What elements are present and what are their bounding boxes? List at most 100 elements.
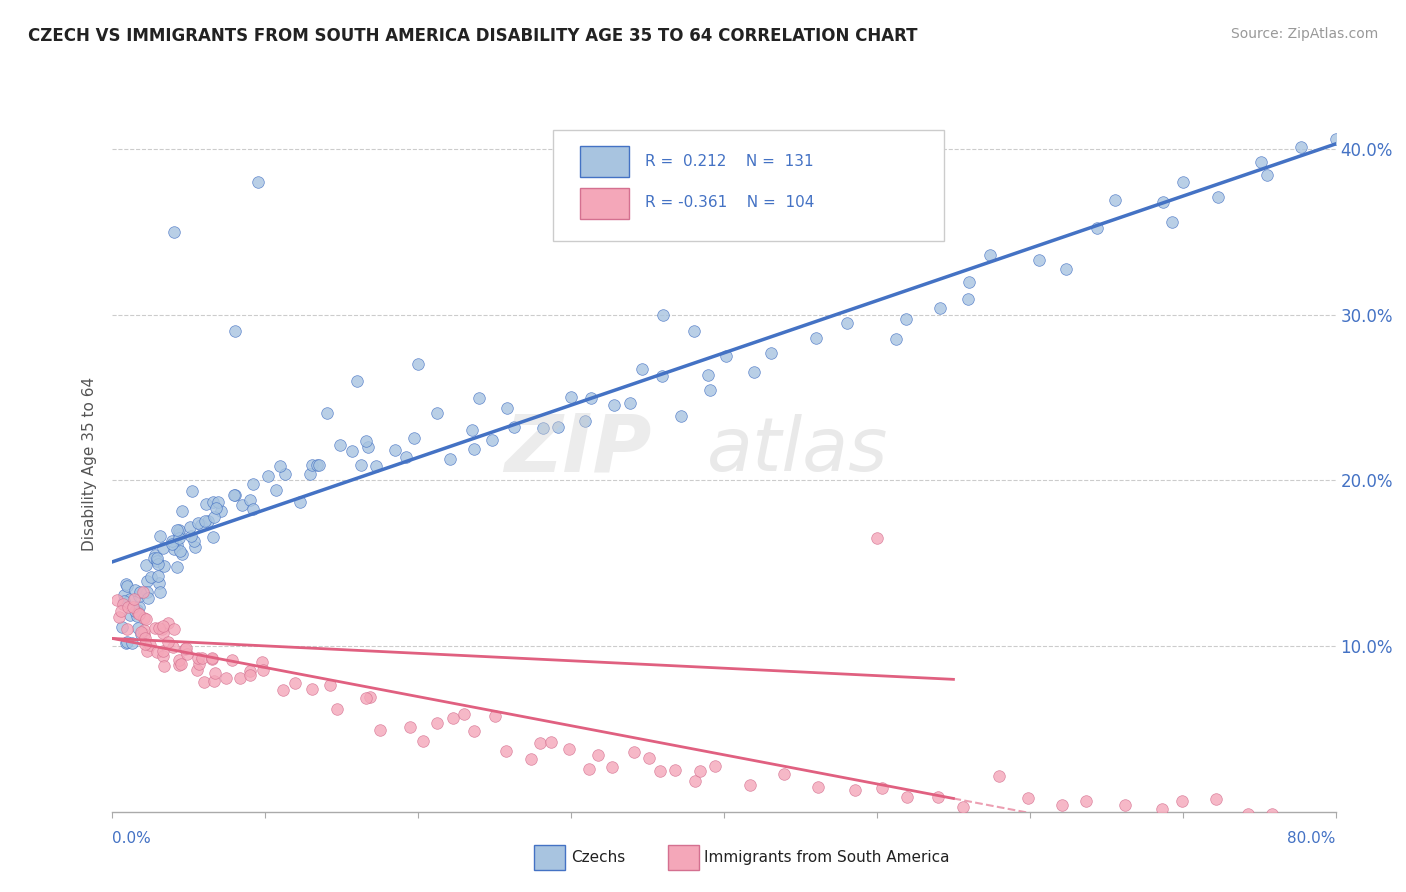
Point <box>127 622 149 636</box>
Point <box>648 764 671 779</box>
Point <box>142 550 165 565</box>
Point <box>117 599 139 614</box>
Point <box>125 603 148 617</box>
Text: atlas: atlas <box>707 414 889 486</box>
Point <box>167 523 190 537</box>
Point <box>578 762 600 776</box>
Point <box>1206 190 1229 204</box>
Point <box>152 619 174 633</box>
Text: 0.0%: 0.0% <box>112 831 152 846</box>
Point <box>136 591 159 605</box>
Point <box>468 391 491 405</box>
Point <box>146 554 169 568</box>
Point <box>224 488 246 502</box>
Point <box>167 658 190 673</box>
Point <box>239 492 262 507</box>
Point <box>134 627 156 641</box>
Point <box>408 358 430 372</box>
Point <box>139 638 162 652</box>
Point <box>229 671 252 685</box>
Point <box>264 483 287 497</box>
Point <box>136 574 159 589</box>
Point <box>221 653 243 667</box>
Point <box>136 585 159 599</box>
Point <box>574 413 596 427</box>
Point <box>1171 175 1194 189</box>
Point <box>600 760 623 774</box>
Point <box>135 643 157 657</box>
Point <box>520 752 543 766</box>
Point <box>759 345 782 359</box>
Point <box>167 527 190 541</box>
Point <box>704 758 727 772</box>
Point <box>329 438 352 452</box>
Point <box>131 584 153 599</box>
Point <box>187 651 209 665</box>
Point <box>201 495 224 509</box>
Point <box>146 645 169 659</box>
Point <box>201 652 224 666</box>
Point <box>118 607 141 622</box>
Point <box>699 383 721 397</box>
Point <box>463 724 485 739</box>
Point <box>844 782 866 797</box>
Point <box>638 751 661 765</box>
Point <box>301 458 323 473</box>
Point <box>529 736 551 750</box>
Point <box>166 523 188 537</box>
Point <box>187 516 209 530</box>
Point <box>195 497 218 511</box>
Point <box>157 616 180 631</box>
Point <box>174 641 197 656</box>
Point <box>316 406 339 420</box>
Point <box>115 579 138 593</box>
Point <box>1289 139 1312 153</box>
Point <box>346 374 368 388</box>
Point <box>623 745 645 759</box>
Point <box>152 541 174 556</box>
Point <box>689 764 711 778</box>
Point <box>135 558 157 573</box>
Point <box>152 626 174 640</box>
Point <box>207 495 229 509</box>
Point <box>697 368 720 383</box>
Point <box>257 469 280 483</box>
Point <box>682 324 704 338</box>
Point <box>201 651 224 665</box>
Point <box>426 406 449 420</box>
Point <box>124 603 146 617</box>
Point <box>202 509 225 524</box>
Point <box>172 547 194 561</box>
Point <box>160 537 183 551</box>
Point <box>134 631 156 645</box>
Point <box>152 648 174 663</box>
Point <box>298 467 321 481</box>
Point <box>404 431 426 445</box>
Point <box>269 459 291 474</box>
Point <box>1256 168 1278 182</box>
Point <box>683 773 706 788</box>
FancyBboxPatch shape <box>553 130 945 241</box>
Point <box>503 419 526 434</box>
Point <box>835 316 858 330</box>
Point <box>143 548 166 562</box>
Point <box>143 621 166 635</box>
Point <box>197 514 219 528</box>
Point <box>366 458 388 473</box>
Point <box>463 442 485 456</box>
Point <box>399 720 422 734</box>
Point <box>120 591 142 606</box>
Point <box>453 706 475 721</box>
Point <box>134 623 156 637</box>
Point <box>1161 215 1184 229</box>
Point <box>193 675 215 690</box>
Point <box>150 623 173 637</box>
Point <box>239 664 262 678</box>
Point <box>167 653 190 667</box>
Point <box>560 390 582 404</box>
Point <box>224 324 246 338</box>
Point <box>350 458 373 472</box>
Point <box>439 451 461 466</box>
Point <box>115 636 138 650</box>
Point <box>740 778 762 792</box>
